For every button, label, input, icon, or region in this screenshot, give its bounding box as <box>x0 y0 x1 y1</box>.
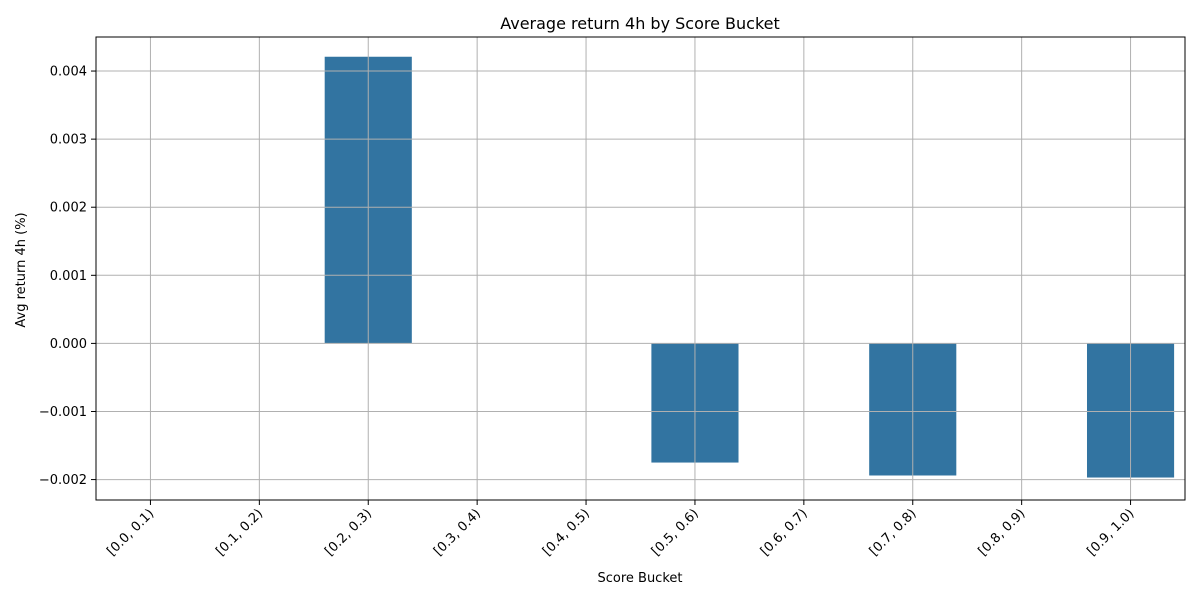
x-tick-label: [0.9, 1.0) <box>1085 506 1138 559</box>
y-axis-ticks: −0.002 −0.001 0.000 0.001 0.002 0.003 0.004 <box>39 65 96 488</box>
y-tick-label: 0.002 <box>50 201 87 216</box>
x-tick-label: [0.8, 0.9) <box>976 506 1029 559</box>
x-tick-label: [0.1, 0.2) <box>213 506 266 559</box>
bars <box>96 37 1185 500</box>
x-axis-ticks: [0.0, 0.1) [0.1, 0.2) [0.2, 0.3) [0.3, 0.4)… <box>104 500 1137 559</box>
x-tick-label: [0.3, 0.4) <box>431 506 484 559</box>
y-tick-label: 0.003 <box>50 133 87 148</box>
y-tick-label: −0.001 <box>39 405 87 420</box>
x-tick-label: [0.7, 0.8) <box>867 506 920 559</box>
x-tick-label: [0.2, 0.3) <box>322 506 375 559</box>
x-tick-label: [0.4, 0.5) <box>540 506 593 559</box>
chart-title: Average return 4h by Score Bucket <box>500 14 780 33</box>
y-tick-label: −0.002 <box>39 473 87 488</box>
x-tick-label: [0.5, 0.6) <box>649 506 702 559</box>
y-tick-label: 0.000 <box>50 337 87 352</box>
x-tick-label: [0.0, 0.1) <box>104 506 157 559</box>
y-tick-label: 0.004 <box>50 65 87 80</box>
y-tick-label: 0.001 <box>50 269 87 284</box>
x-tick-label: [0.6, 0.7) <box>758 506 811 559</box>
y-axis-label: Avg return 4h (%) <box>14 212 29 327</box>
plot-frame <box>95 36 1186 501</box>
x-axis-label: Score Bucket <box>597 571 682 586</box>
